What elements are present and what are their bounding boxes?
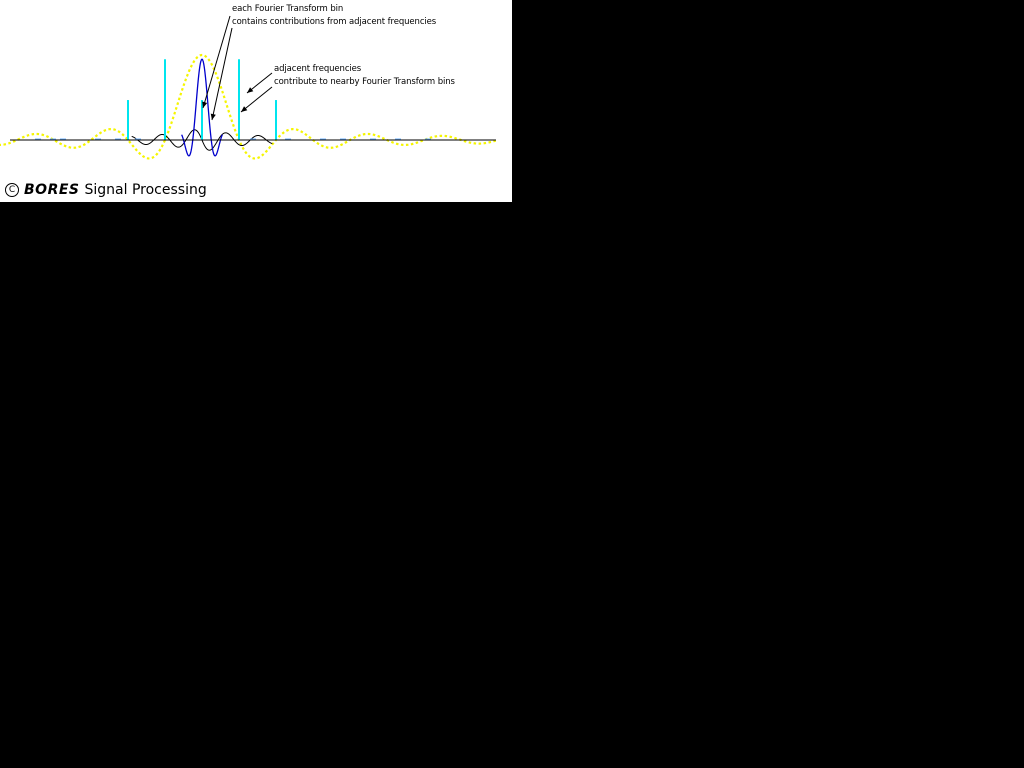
arrow-icon	[241, 106, 248, 112]
blue-main-lobe	[181, 58, 223, 157]
brand-tagline: Signal Processing	[84, 182, 207, 198]
copyright-icon: C	[5, 183, 19, 197]
arrow-icon	[210, 113, 216, 120]
copyright-logo: C BORES Signal Processing	[5, 180, 207, 200]
bin-annotation: each Fourier Transform bin contains cont…	[232, 3, 436, 29]
arrow-icon	[202, 101, 208, 108]
brand-name: BORES	[24, 182, 80, 198]
adjacent-annotation: adjacent frequencies contribute to nearb…	[274, 63, 455, 89]
figure-panel: each Fourier Transform bin contains cont…	[0, 0, 512, 202]
bin-pointer-arrow	[211, 27, 233, 121]
bin-pointer-arrow	[202, 15, 231, 109]
spectrum-plot	[0, 15, 499, 160]
bin-annotation-line-2: contains contributions from adjacent fre…	[232, 17, 437, 27]
adjacent-annotation-line-1: adjacent frequencies	[274, 64, 362, 74]
bin-annotation-line-1: each Fourier Transform bin	[232, 4, 344, 14]
adjacent-pointer-arrow	[240, 86, 273, 113]
arrow-icon	[247, 87, 254, 93]
adjacent-annotation-line-2: contribute to nearby Fourier Transform b…	[274, 77, 455, 87]
